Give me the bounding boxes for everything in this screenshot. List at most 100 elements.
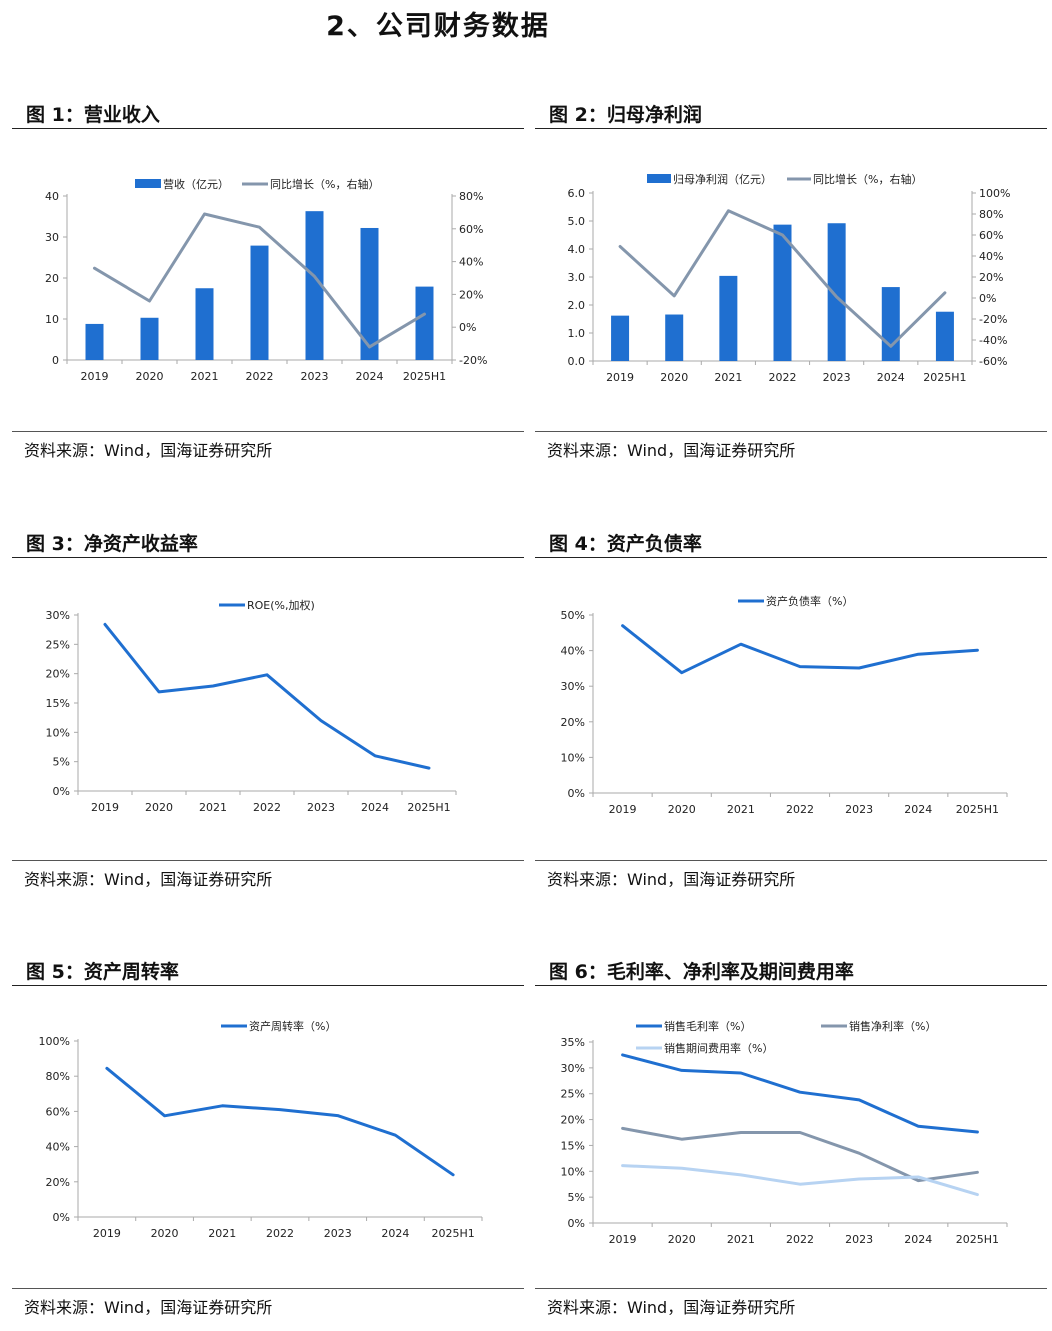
x-tick-label: 2020: [145, 801, 173, 814]
y-tick-label: 35%: [561, 1036, 585, 1049]
y-tick-label: 0%: [53, 1211, 70, 1224]
x-tick-label: 2021: [191, 370, 219, 383]
legend-swatch: [647, 174, 671, 183]
x-tick-label: 2023: [845, 1233, 873, 1246]
y-tick-label: 6.0: [568, 187, 586, 200]
bar: [196, 288, 214, 360]
y-tick-label: 20%: [46, 668, 70, 681]
y-tick-label: 10%: [561, 751, 585, 764]
bar: [251, 246, 269, 360]
x-tick-label: 2021: [208, 1227, 236, 1240]
source-note: 资料来源：Wind，国海证券研究所: [24, 866, 272, 890]
x-tick-label: 2023: [324, 1227, 352, 1240]
y-tick-label: 100%: [39, 1035, 70, 1048]
bar: [882, 287, 900, 361]
y-tick-label: 5.0: [568, 215, 586, 228]
x-tick-label: 2024: [361, 801, 389, 814]
series-line: [623, 1128, 978, 1180]
y-tick-label: 15%: [561, 1139, 585, 1152]
bar: [86, 324, 104, 360]
source-rule: [12, 1288, 524, 1289]
title-rule: [535, 128, 1047, 129]
y2-tick-label: -60%: [979, 355, 1007, 368]
y-tick-label: 10: [45, 313, 59, 326]
title-rule: [12, 128, 524, 129]
chart-fig2: 0.01.02.03.04.05.06.0-60%-40%-20%0%20%40…: [535, 130, 1047, 430]
legend-label: 资产负债率（%）: [766, 594, 853, 608]
legend-label: 同比增长（%，右轴）: [813, 172, 922, 186]
source-note: 资料来源：Wind，国海证券研究所: [24, 1294, 272, 1318]
source-rule: [12, 431, 524, 432]
series-line: [105, 624, 429, 768]
x-tick-label: 2020: [660, 371, 688, 384]
y-tick-label: 1.0: [568, 327, 586, 340]
bar: [416, 287, 434, 360]
y2-tick-label: 0%: [979, 292, 996, 305]
bar: [719, 276, 737, 361]
x-tick-label: 2023: [301, 370, 329, 383]
y-tick-label: 5%: [568, 1191, 585, 1204]
series-line: [623, 1055, 978, 1132]
x-tick-label: 2025H1: [432, 1227, 475, 1240]
source-note: 资料来源：Wind，国海证券研究所: [547, 1294, 795, 1318]
x-tick-label: 2021: [714, 371, 742, 384]
y-tick-label: 60%: [46, 1105, 70, 1118]
legend-label: 资产周转率（%）: [249, 1019, 336, 1033]
legend-swatch: [135, 179, 161, 188]
x-tick-label: 2019: [609, 803, 637, 816]
x-tick-label: 2023: [845, 803, 873, 816]
x-tick-label: 2019: [91, 801, 119, 814]
x-tick-label: 2019: [606, 371, 634, 384]
title-rule: [535, 557, 1047, 558]
x-tick-label: 2020: [136, 370, 164, 383]
figure-title: 图 6：毛利率、净利率及期间费用率: [549, 957, 854, 984]
y-tick-label: 10%: [561, 1165, 585, 1178]
y-tick-label: 30%: [561, 680, 585, 693]
title-rule: [535, 985, 1047, 986]
y-tick-label: 0.0: [568, 355, 586, 368]
y-tick-label: 80%: [46, 1070, 70, 1083]
legend-label: 同比增长（%，右轴）: [270, 177, 379, 191]
y2-tick-label: 40%: [459, 256, 483, 269]
series-line: [107, 1068, 453, 1175]
legend-label: 营收（亿元）: [163, 177, 229, 191]
y-tick-label: 3.0: [568, 271, 586, 284]
y-tick-label: 5%: [53, 756, 70, 769]
y-tick-label: 15%: [46, 697, 70, 710]
figure-panel-6: 图 6：毛利率、净利率及期间费用率 0%5%10%15%20%25%30%35%…: [535, 957, 1047, 1331]
y2-tick-label: -40%: [979, 334, 1007, 347]
legend-label: ROE(%,加权): [247, 599, 315, 612]
x-tick-label: 2025H1: [407, 801, 450, 814]
y-tick-label: 0%: [568, 787, 585, 800]
source-note: 资料来源：Wind，国海证券研究所: [24, 437, 272, 461]
y-tick-label: 4.0: [568, 243, 586, 256]
y-tick-label: 20%: [561, 1114, 585, 1127]
bar: [774, 225, 792, 361]
y-tick-label: 20%: [561, 716, 585, 729]
y2-tick-label: -20%: [979, 313, 1007, 326]
source-rule: [535, 1288, 1047, 1289]
bar: [828, 223, 846, 361]
source-rule: [535, 431, 1047, 432]
figure-title: 图 3：净资产收益率: [26, 529, 198, 556]
x-tick-label: 2019: [609, 1233, 637, 1246]
x-tick-label: 2021: [727, 1233, 755, 1246]
figure-title: 图 1：营业收入: [26, 100, 160, 127]
y2-tick-label: 60%: [979, 229, 1003, 242]
y2-tick-label: -20%: [459, 354, 487, 367]
x-tick-label: 2022: [246, 370, 274, 383]
x-tick-label: 2021: [727, 803, 755, 816]
x-tick-label: 2024: [381, 1227, 409, 1240]
x-tick-label: 2024: [356, 370, 384, 383]
legend-label: 销售净利率（%）: [849, 1019, 936, 1033]
figure-title: 图 4：资产负债率: [549, 529, 702, 556]
y-tick-label: 0%: [568, 1217, 585, 1230]
